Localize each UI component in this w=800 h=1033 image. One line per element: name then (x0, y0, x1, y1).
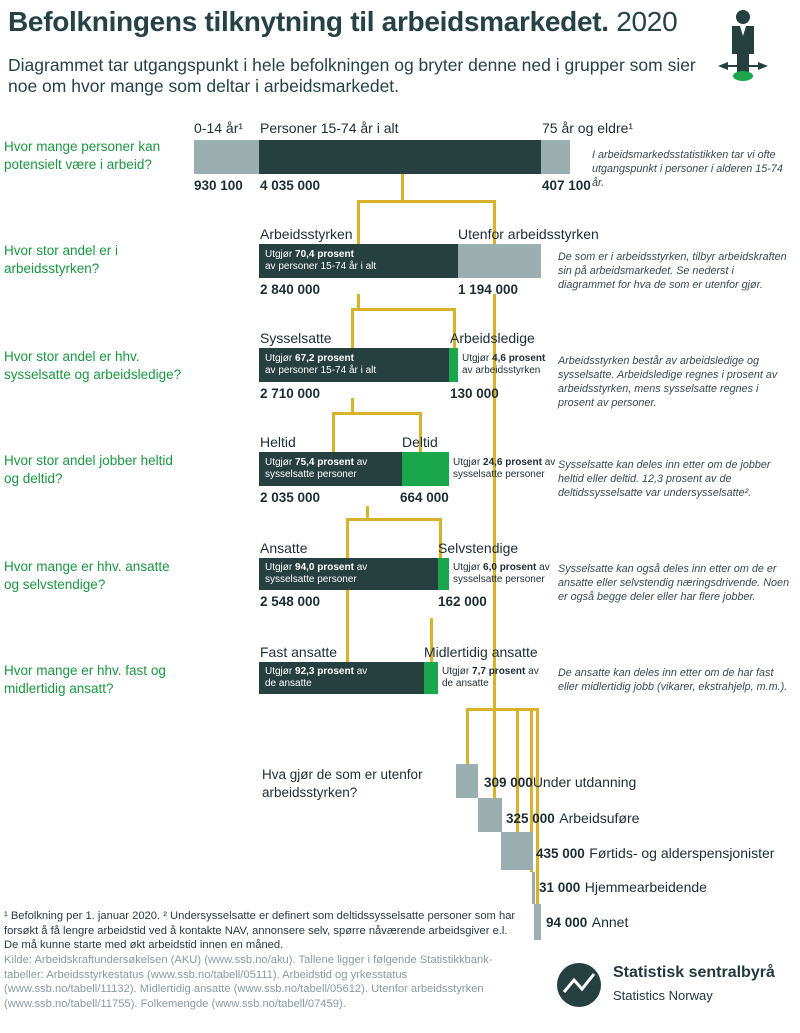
ssb-logo-name: Statistisk sentralbyrå (613, 964, 775, 981)
note-row6: De ansatte kan deles inn etter om de har… (558, 667, 788, 693)
parttime-share-text: Utgjør 24,6 prosent av sysselsatte person… (453, 457, 556, 480)
bar-outside-labour-force (458, 244, 541, 278)
page-subtitle: Diagrammet tar utgangspunkt i hele befol… (8, 55, 696, 96)
label-parttime: Deltid (402, 434, 438, 450)
outside-item-homemakers: 31 000 Hjemmearbeidende (539, 879, 707, 895)
bar-disabled (478, 798, 502, 832)
note-row4: Sysselsatte kan deles inn etter om de jo… (558, 459, 771, 499)
bar-parttime (402, 452, 449, 486)
outside-item-pensioners: 435 000 Førtids- og alderspensjonister (536, 845, 775, 861)
bar-employees (259, 558, 438, 590)
bar-persons-15-74 (259, 140, 541, 174)
note-row5: Sysselsatte kan også deles inn etter om … (558, 563, 790, 603)
person-at-crossroads-icon (718, 10, 768, 81)
value-persons-15-74: 4 035 000 (260, 178, 321, 193)
bar-age-0-14 (194, 140, 259, 174)
ssb-logo-subtitle: Statistics Norway (613, 988, 713, 1003)
label-selfemployed: Selvstendige (438, 540, 519, 556)
value-outside-labour-force: 1 194 000 (458, 282, 519, 297)
footnote: ¹ Befolkning per 1. januar 2020. ² Under… (4, 910, 516, 951)
label-employees: Ansatte (260, 540, 308, 556)
bar-other (534, 904, 541, 940)
bar-homemakers (532, 872, 535, 904)
bar-unemployed (449, 348, 458, 382)
sources: Kilde: Arbeidskraftundersøkelsen (AKU) (… (4, 954, 493, 1010)
bar-under-education (456, 764, 478, 798)
label-persons-15-74: Personer 15-74 år i alt (260, 120, 399, 136)
value-age-75-plus: 407 100 (542, 178, 591, 193)
value-labour-force: 2 840 000 (260, 282, 321, 297)
bar-age-75-plus (541, 140, 570, 174)
question-fulltime-parttime: Hvor stor andel jobber heltid og deltid? (4, 453, 173, 486)
labour-force-share-text: Utgjør 70,4 prosent av personer 15-74 år … (265, 249, 377, 272)
value-unemployed: 130 000 (450, 386, 499, 401)
note-row1: I arbeidsmarkedsstatistikken tar vi ofte… (592, 149, 783, 189)
note-row2: De som er i arbeidsstyrken, tilbyr arbei… (558, 251, 787, 291)
bar-fulltime (259, 452, 402, 486)
question-outside-labour-force: Hva gjør de som er utenfor arbeidsstyrke… (262, 767, 423, 800)
outside-item-other: 94 000 Annet (546, 914, 629, 930)
employed-share-text: Utgjør 67,2 prosent av personer 15-74 år … (265, 353, 377, 376)
question-labour-force-share: Hvor stor andel er i arbeidsstyrken? (4, 243, 119, 276)
title-year: 2020 (616, 6, 678, 37)
unemployed-share-text: Utgjør 4,6 prosent av arbeidsstyrken (462, 353, 546, 376)
bar-labour-force (259, 244, 458, 278)
fulltime-share-text: Utgjør 75,4 prosent av sysselsatte person… (265, 457, 368, 480)
question-potential-workers: Hvor mange personer kan potensielt være … (4, 139, 161, 172)
value-age-0-14: 930 100 (194, 178, 243, 193)
title-text: Befolkningens tilknytning til arbeidsmar… (8, 6, 609, 37)
question-permanent-temporary: Hvor mange er hhv. fast og midlertidig a… (4, 663, 166, 696)
bar-employed (259, 348, 449, 382)
bar-permanent (259, 662, 424, 694)
value-employed: 2 710 000 (260, 386, 321, 401)
bar-pensioners (501, 832, 533, 870)
question-employed-unemployed: Hvor stor andel er hhv. sysselsatte og a… (4, 349, 182, 382)
employees-share-text: Utgjør 94,0 prosent av sysselsatte person… (265, 562, 368, 585)
label-unemployed: Arbeidsledige (450, 330, 535, 346)
label-permanent: Fast ansatte (260, 644, 338, 660)
label-age-75-plus: 75 år og eldre¹ (542, 120, 634, 136)
question-employees-selfemployed: Hvor mange er hhv. ansatte og selvstendi… (4, 559, 170, 592)
value-parttime: 664 000 (400, 490, 449, 505)
label-employed: Sysselsatte (260, 330, 332, 346)
label-outside-labour-force: Utenfor arbeidsstyrken (458, 226, 599, 242)
page-title: Befolkningens tilknytning til arbeidsmar… (8, 6, 678, 38)
value-selfemployed: 162 000 (438, 594, 487, 609)
permanent-share-text: Utgjør 92,3 prosent av de ansatte (265, 666, 368, 689)
selfemployed-share-text: Utgjør 6,0 prosent av sysselsatte persone… (453, 562, 550, 585)
label-age-0-14: 0-14 år¹ (194, 120, 244, 136)
label-labour-force: Arbeidsstyrken (260, 226, 353, 242)
value-employees: 2 548 000 (260, 594, 321, 609)
bar-temporary (424, 662, 438, 694)
outside-item-disabled: 325 000 Arbeidsuføre (506, 810, 640, 826)
label-temporary: Midlertidig ansatte (424, 644, 538, 660)
note-row3: Arbeidsstyrken består av arbeidsledige o… (558, 355, 778, 409)
bar-selfemployed (438, 558, 449, 590)
temporary-share-text: Utgjør 7,7 prosent av de ansatte (442, 666, 539, 689)
label-fulltime: Heltid (260, 434, 296, 450)
outside-item-education: 309 000Under utdanning (484, 774, 637, 790)
ssb-logo-icon (557, 963, 601, 1007)
value-fulltime: 2 035 000 (260, 490, 321, 505)
